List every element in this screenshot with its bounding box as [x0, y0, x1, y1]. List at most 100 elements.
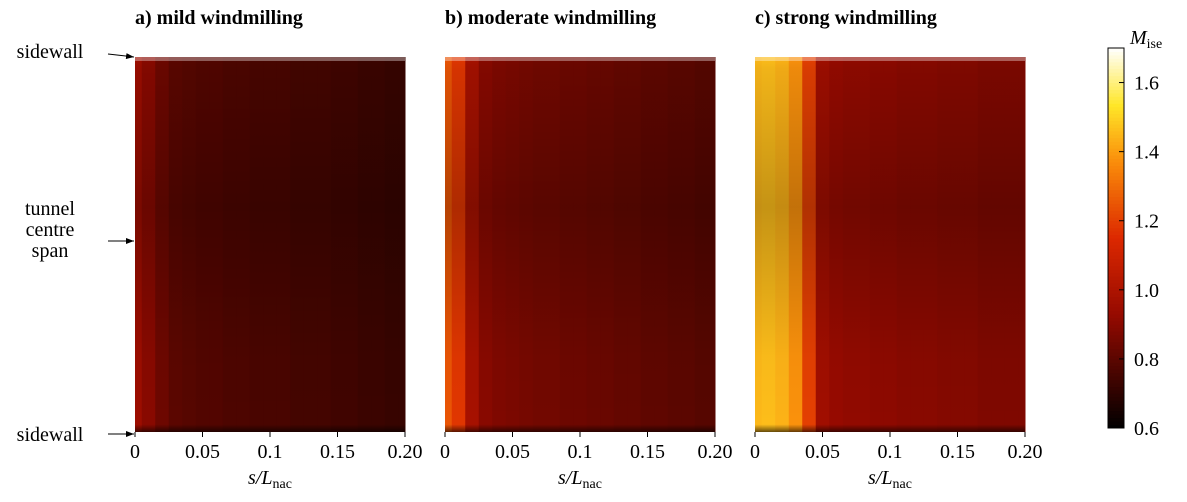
colorbar-segment — [1108, 75, 1124, 80]
colorbar-segment — [1108, 206, 1124, 211]
colorbar-segment — [1108, 130, 1124, 135]
colorbar-tick-label: 0.6 — [1134, 418, 1159, 440]
side-annotation: span — [32, 240, 69, 262]
colorbar-segment — [1108, 334, 1124, 339]
colorbar-segment — [1108, 341, 1124, 346]
colorbar-segment — [1108, 424, 1124, 429]
colorbar-segment — [1108, 65, 1124, 70]
colorbar-segment — [1108, 324, 1124, 329]
x-label-main: s/L — [558, 467, 582, 489]
colorbar-segment — [1108, 244, 1124, 249]
colorbar-label-main: M — [1129, 27, 1148, 49]
colorbar-segment — [1108, 92, 1124, 97]
colorbar-segment — [1108, 421, 1124, 426]
colorbar-tick-label: 1.4 — [1134, 142, 1159, 164]
colorbar-segment — [1108, 269, 1124, 274]
colorbar-segment — [1108, 379, 1124, 384]
colorbar-segment — [1108, 358, 1124, 363]
colorbar-segment — [1108, 186, 1124, 191]
panel-title: c) strong windmilling — [755, 7, 937, 29]
colorbar-segment — [1108, 393, 1124, 398]
heatmap-shading — [755, 57, 1025, 432]
colorbar-tick-label: 0.8 — [1134, 349, 1159, 371]
colorbar-label: Mise — [1129, 27, 1162, 52]
colorbar-segment — [1108, 182, 1124, 187]
x-tick-label: 0.20 — [388, 441, 423, 463]
colorbar-segment — [1108, 148, 1124, 153]
colorbar-segment — [1108, 279, 1124, 284]
colorbar-segment — [1108, 61, 1124, 66]
colorbar-segment — [1108, 158, 1124, 163]
colorbar-segment — [1108, 162, 1124, 166]
x-label-sub: nac — [893, 477, 912, 492]
colorbar-segment — [1108, 303, 1124, 308]
colorbar-segment — [1108, 168, 1124, 173]
colorbar-segment — [1108, 54, 1124, 59]
colorbar-segment — [1108, 203, 1124, 208]
colorbar-segment — [1108, 117, 1124, 122]
colorbar-segment — [1108, 365, 1124, 370]
colorbar-segment — [1108, 348, 1124, 353]
colorbar-segment — [1108, 144, 1124, 149]
x-tick-label: 0.15 — [940, 441, 975, 463]
colorbar-segment — [1108, 165, 1124, 170]
colorbar-segment — [1108, 396, 1124, 401]
x-tick-label: 0.05 — [185, 441, 220, 463]
colorbar-segment — [1108, 282, 1124, 287]
colorbar-segment — [1108, 338, 1124, 343]
colorbar-segment — [1108, 369, 1124, 374]
colorbar-segment — [1108, 362, 1124, 367]
colorbar-tick-label: 1.0 — [1134, 280, 1159, 302]
colorbar-segment — [1108, 414, 1124, 419]
colorbar-segment — [1108, 193, 1124, 198]
x-tick-label: 0.20 — [698, 441, 733, 463]
colorbar-segment — [1108, 99, 1124, 104]
x-label-sub: nac — [583, 477, 602, 492]
colorbar-segment — [1108, 200, 1124, 204]
x-tick-label: 0.20 — [1008, 441, 1043, 463]
colorbar-segment — [1108, 151, 1124, 156]
colorbar-segment — [1108, 238, 1124, 242]
colorbar-segment — [1108, 345, 1124, 350]
colorbar-segment — [1108, 265, 1124, 270]
colorbar-segment — [1108, 355, 1124, 360]
colorbar-segment — [1108, 276, 1124, 280]
colorbar-segment — [1108, 113, 1124, 118]
colorbar-segment — [1108, 407, 1124, 412]
x-label-main: s/L — [868, 467, 892, 489]
colorbar-segment — [1108, 286, 1124, 291]
colorbar-segment — [1108, 372, 1124, 377]
colorbar-segment — [1108, 179, 1124, 184]
x-tick-label: 0.05 — [495, 441, 530, 463]
colorbar-segment — [1108, 86, 1124, 90]
colorbar-segment — [1108, 72, 1124, 77]
side-annotation: sidewall — [17, 41, 84, 63]
colorbar-segment — [1108, 386, 1124, 391]
colorbar-segment — [1108, 248, 1124, 253]
heatmap-topedge — [135, 57, 405, 61]
colorbar-segment — [1108, 320, 1124, 325]
colorbar-segment — [1108, 68, 1124, 73]
colorbar-segment — [1108, 227, 1124, 232]
colorbar-frame — [1107, 47, 1125, 429]
x-axis-label: s/Lnac — [868, 467, 912, 492]
side-annotation: sidewall — [17, 424, 84, 446]
x-tick-label: 0 — [750, 441, 760, 463]
annotation-arrows — [107, 53, 135, 437]
colorbar-segment — [1108, 217, 1124, 222]
colorbar-segment — [1108, 175, 1124, 180]
colorbar-segment — [1108, 310, 1124, 315]
heatmap-topedge — [755, 57, 1025, 61]
colorbar-segment — [1108, 79, 1124, 84]
colorbar-segment — [1108, 293, 1124, 298]
colorbar-segment — [1108, 376, 1124, 381]
x-label-main: s/L — [248, 467, 272, 489]
side-annotation: tunnel — [25, 198, 75, 220]
colorbar-tick-label: 1.6 — [1134, 73, 1159, 95]
colorbar-segment — [1108, 390, 1124, 394]
x-label-sub: nac — [273, 477, 292, 492]
x-tick-label: 0.05 — [805, 441, 840, 463]
colorbar-tick-label: 1.2 — [1134, 211, 1159, 233]
colorbar-segment — [1108, 403, 1124, 408]
